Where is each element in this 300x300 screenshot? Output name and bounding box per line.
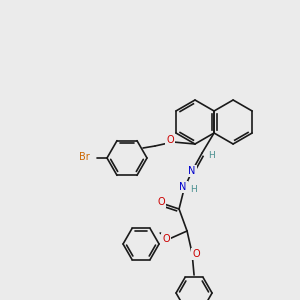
- Text: N: N: [188, 166, 196, 176]
- Text: O: O: [192, 249, 200, 259]
- Text: N: N: [179, 182, 187, 192]
- Text: H: H: [208, 152, 214, 160]
- Text: O: O: [162, 234, 170, 244]
- Text: O: O: [166, 135, 174, 145]
- Text: O: O: [157, 197, 165, 207]
- Text: H: H: [190, 185, 196, 194]
- Text: Br: Br: [79, 152, 89, 162]
